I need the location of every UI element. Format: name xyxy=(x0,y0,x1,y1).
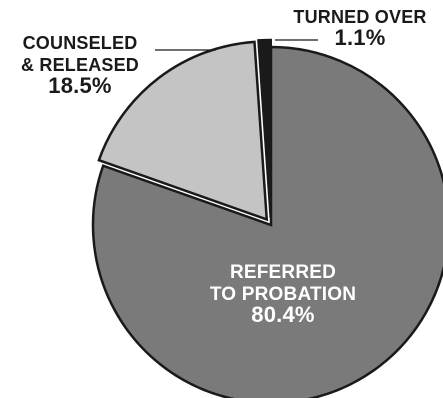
pie-slice-1 xyxy=(91,45,443,398)
leader-lines-layer xyxy=(155,39,318,51)
slice-3-category-label: TURNED OVER xyxy=(293,7,426,27)
pie-slice-3 xyxy=(257,38,273,219)
slices-layer xyxy=(91,38,443,398)
slice-2-value-label: 18.5% xyxy=(48,73,111,98)
slice-3-value-label: 1.1% xyxy=(335,25,386,50)
slice-2-category-label: COUNSELED xyxy=(23,33,138,53)
slice-1-category-label: REFERRED xyxy=(230,262,336,283)
pie-slice-2 xyxy=(97,40,269,222)
slice-2-category-label: & RELEASED xyxy=(21,55,139,75)
slice-1-category-label: TO PROBATION xyxy=(210,284,356,305)
slice-1-value-label: 80.4% xyxy=(251,302,314,327)
